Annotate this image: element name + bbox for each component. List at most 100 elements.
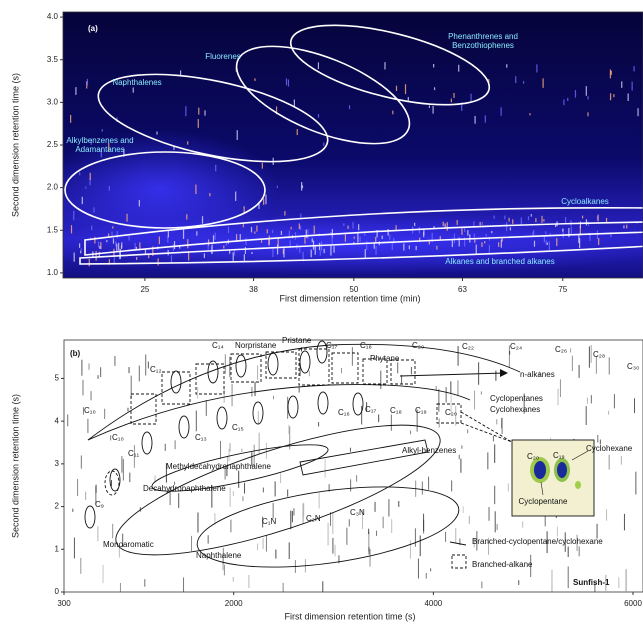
- texture: [388, 499, 389, 516]
- texture: [74, 537, 75, 558]
- texture: [579, 365, 580, 378]
- texture: [415, 528, 416, 546]
- texture: [93, 207, 94, 212]
- texture: [118, 243, 119, 250]
- texture: [244, 483, 245, 494]
- texture: [251, 252, 252, 254]
- texture: [508, 483, 509, 491]
- texture: [175, 440, 176, 449]
- texture: [235, 191, 236, 200]
- annotation: C₁₇: [365, 405, 376, 414]
- texture: [410, 431, 411, 435]
- texture: [315, 245, 316, 254]
- texture: [544, 236, 545, 242]
- y-tick-label: 1: [55, 544, 60, 553]
- texture: [606, 509, 607, 520]
- x-tick-label: 4000: [424, 599, 442, 608]
- texture: [361, 406, 362, 425]
- texture: [597, 435, 598, 443]
- texture: [464, 228, 465, 232]
- texture: [521, 217, 522, 225]
- texture: [174, 241, 175, 249]
- texture: [495, 371, 496, 381]
- texture: [266, 536, 267, 552]
- texture: [311, 250, 312, 258]
- texture: [259, 433, 260, 455]
- annotation: C₂₂: [462, 342, 474, 351]
- texture: [397, 362, 398, 373]
- annotation: Alkylbenzenes and: [66, 136, 133, 145]
- texture: [309, 371, 310, 376]
- texture: [131, 376, 132, 398]
- texture: [244, 206, 245, 213]
- texture: [623, 225, 624, 228]
- texture: [450, 381, 451, 394]
- texture: [208, 535, 209, 543]
- texture: [320, 251, 321, 256]
- texture: [422, 481, 423, 494]
- texture: [474, 116, 475, 124]
- texture: [275, 481, 276, 496]
- texture: [233, 252, 234, 261]
- texture: [496, 419, 497, 424]
- texture: [300, 226, 301, 230]
- texture: [489, 507, 490, 521]
- texture: [98, 241, 99, 247]
- texture: [290, 511, 291, 530]
- texture: [572, 356, 573, 371]
- annotation: Sunfish-1: [573, 578, 610, 587]
- annotation: C₁₉: [415, 406, 427, 415]
- y-tick-label: 3.0: [47, 97, 59, 106]
- annotation: Naphthalene: [196, 551, 242, 560]
- texture: [82, 197, 83, 204]
- texture: [183, 577, 184, 593]
- texture: [582, 216, 583, 219]
- texture: [382, 236, 383, 239]
- texture: [416, 246, 417, 250]
- texture: [350, 479, 351, 491]
- texture: [434, 87, 435, 90]
- texture: [463, 506, 464, 513]
- texture: [148, 255, 149, 258]
- annotation: Naphthalenes: [112, 78, 161, 87]
- texture: [96, 485, 97, 493]
- texture: [570, 348, 571, 352]
- texture: [343, 223, 344, 226]
- texture: [75, 87, 76, 95]
- texture: [591, 395, 592, 403]
- texture: [258, 411, 259, 424]
- texture: [508, 218, 509, 222]
- texture: [370, 549, 371, 567]
- texture: [474, 233, 475, 238]
- texture: [91, 225, 92, 230]
- texture: [586, 86, 587, 96]
- texture: [501, 240, 502, 248]
- texture: [349, 519, 350, 526]
- texture: [621, 456, 622, 465]
- texture: [293, 508, 294, 515]
- texture: [365, 249, 366, 259]
- texture: [126, 214, 127, 222]
- texture: [139, 242, 140, 249]
- texture: [102, 129, 103, 132]
- texture: [297, 129, 298, 135]
- texture: [352, 222, 353, 229]
- texture: [533, 230, 534, 235]
- texture: [461, 445, 462, 448]
- annotation: Alkyl-benzenes: [402, 446, 456, 455]
- texture: [171, 255, 172, 263]
- texture: [467, 429, 468, 433]
- texture: [426, 573, 427, 579]
- texture: [445, 532, 446, 542]
- texture: [128, 236, 129, 241]
- texture: [312, 238, 313, 242]
- texture: [72, 509, 73, 512]
- texture: [198, 108, 199, 115]
- texture: [266, 443, 267, 459]
- texture: [391, 415, 392, 431]
- texture: [158, 258, 159, 265]
- texture: [388, 229, 389, 236]
- texture: [396, 225, 397, 230]
- texture: [91, 391, 92, 400]
- annotation: (a): [88, 24, 98, 33]
